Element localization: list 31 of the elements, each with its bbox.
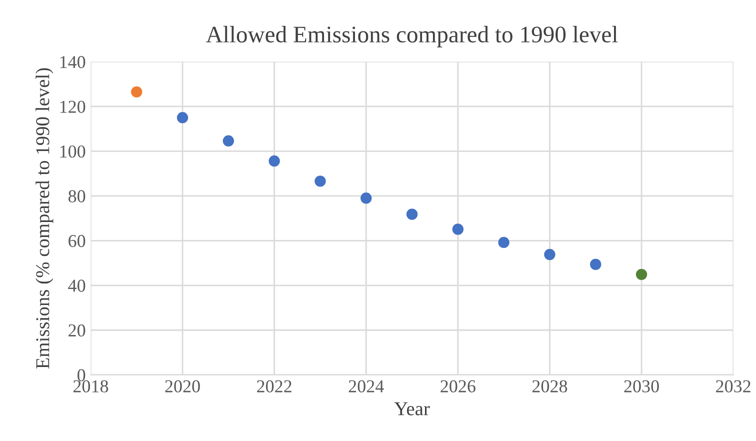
y-tick-label: 120 [60,100,86,113]
point [498,236,510,248]
x-tick-label: 2026 [440,380,476,392]
y-axis-title: Emissions (% compared to 1990 level) [36,68,54,369]
x-tick-label: 2018 [73,380,108,392]
y-tick-label: 140 [60,56,86,68]
point [452,224,464,235]
point [360,192,372,204]
x-tick-label: 2028 [532,380,568,392]
point [176,112,188,124]
chart-title: Allowed Emissions compared to 1990 level [206,26,618,48]
point [222,135,234,147]
point [636,268,648,280]
x-tick-label: 2022 [257,380,292,392]
y-tick-label: 60 [68,234,86,248]
y-tick-label: 20 [68,324,86,337]
point [590,258,602,270]
point [131,86,142,98]
point [406,208,418,220]
point [268,155,280,167]
x-tick-label: 2030 [624,380,659,392]
y-tick-label: 100 [60,145,86,158]
y-tick-label: 0 [78,369,86,382]
x-tick-label: 2020 [165,380,200,392]
y-tick-label: 40 [68,280,86,292]
x-tick-label: 2032 [716,380,750,392]
point [314,176,326,187]
x-axis-title: Year [394,402,430,416]
x-tick-label: 2024 [348,380,384,392]
y-tick-label: 80 [68,190,86,202]
point [544,248,556,260]
